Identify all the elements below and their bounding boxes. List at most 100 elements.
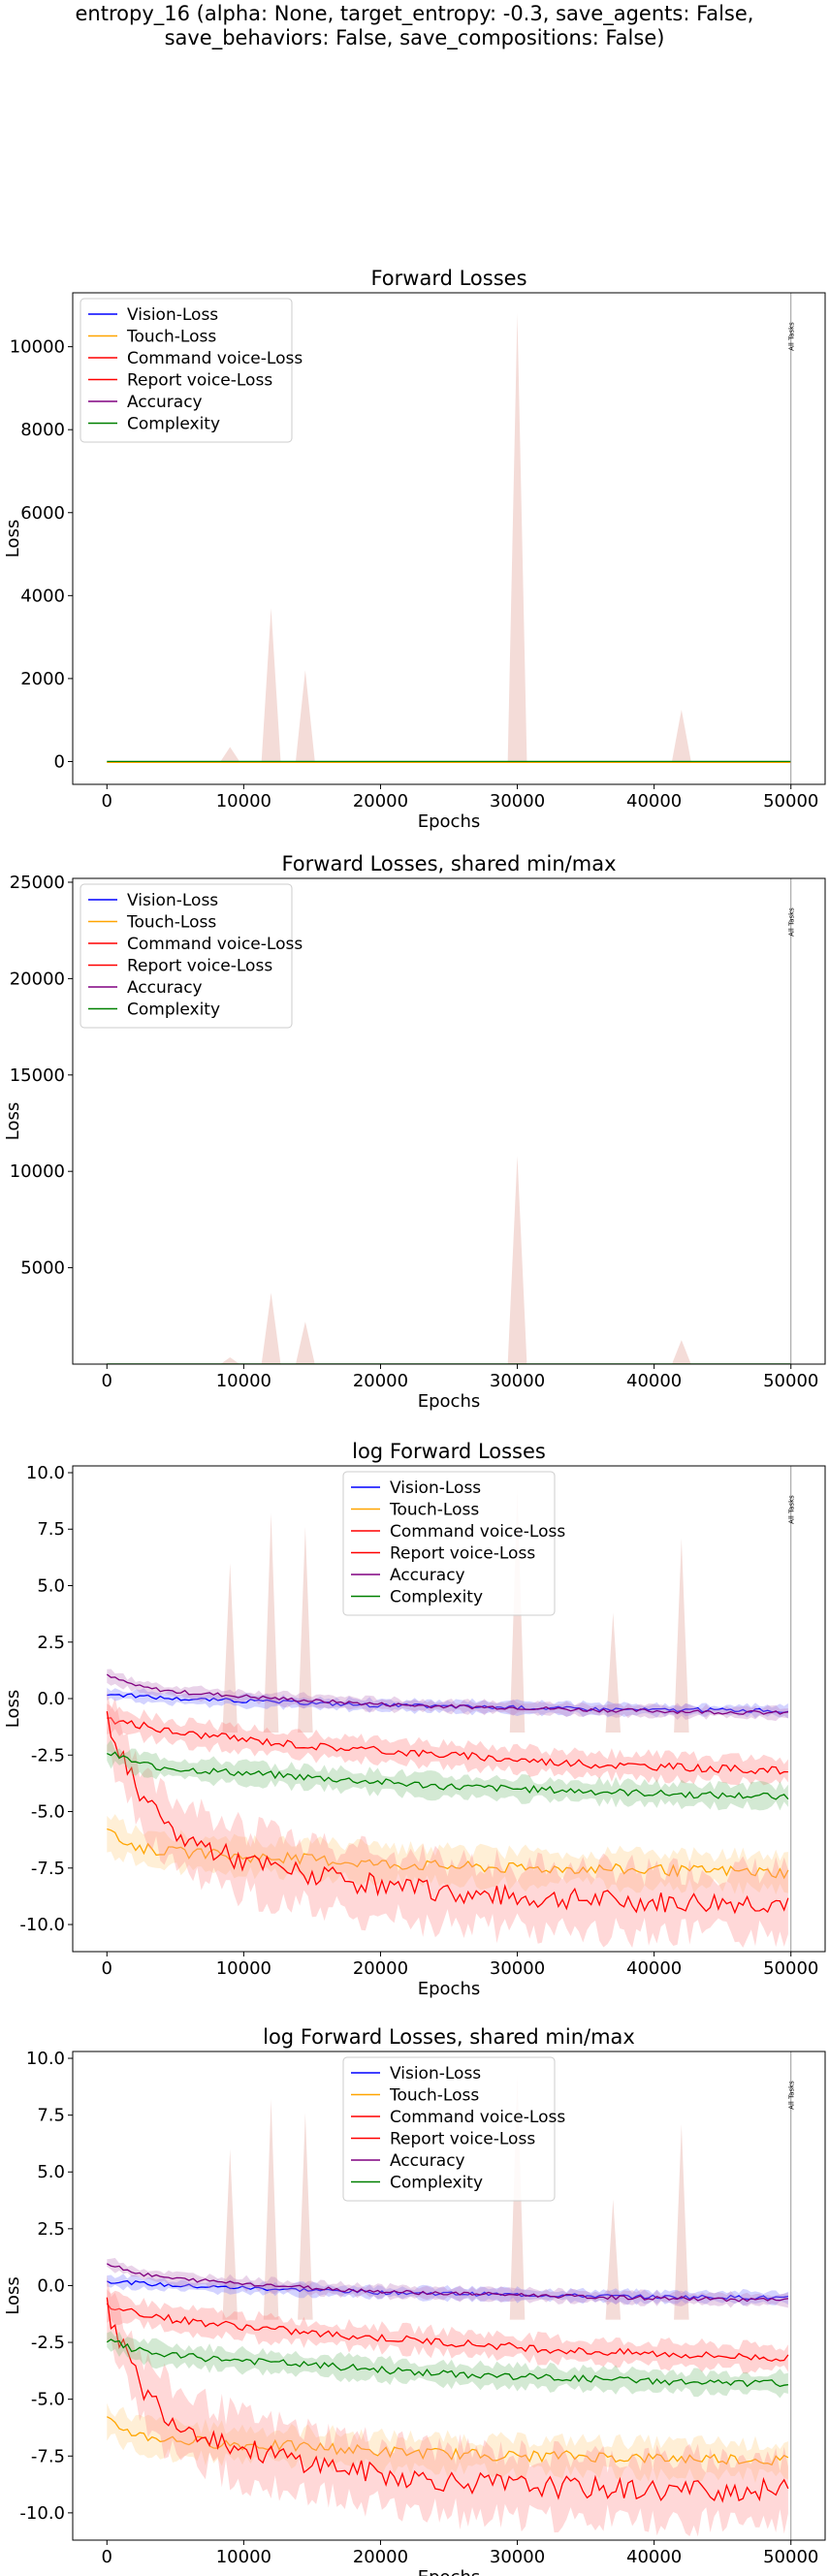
spike-3 (295, 670, 315, 762)
legend-box (80, 298, 293, 443)
figure-title-line-2: save_behaviors: False, save_compositions… (164, 26, 665, 49)
legend-entry: Command voice-Loss (127, 935, 303, 954)
plot-area (106, 1488, 789, 1948)
legend-entry: Report voice-Loss (390, 2130, 535, 2149)
spike-1 (222, 1563, 239, 1733)
chart-title: Forward Losses, shared min/max (281, 852, 616, 875)
x-tick-label: 20000 (353, 1371, 408, 1391)
chart-title: log Forward Losses (352, 1440, 546, 1463)
series-line-report-voice-loss (106, 2297, 789, 2503)
x-tick-label: 50000 (763, 1371, 818, 1391)
x-tick-label: 40000 (626, 1371, 682, 1391)
y-tick-label: 2.5 (37, 1633, 65, 1653)
legend-box (342, 2056, 556, 2202)
legend-entry: Vision-Loss (390, 1479, 481, 1498)
x-tick-label: 20000 (353, 2547, 408, 2567)
plot-area (107, 1156, 791, 1364)
y-tick-label: 8000 (20, 420, 65, 440)
legend-entry: Touch-Loss (126, 328, 216, 347)
x-tick-label: 0 (102, 1958, 112, 1979)
y-tick-label: 25000 (10, 873, 65, 893)
spike-2 (261, 608, 281, 762)
legend-entry: Report voice-Loss (390, 1544, 535, 1564)
spike-5 (605, 2199, 622, 2320)
series-band-touch-loss (107, 1814, 788, 1895)
legend-box (80, 883, 293, 1029)
y-tick-label: 0.0 (37, 1689, 65, 1709)
series-line-accuracy (106, 1673, 788, 1715)
vline-label: All Tasks (788, 2081, 796, 2110)
x-tick-label: 30000 (490, 791, 545, 811)
chart-panel-2: All Tasks 0 10000 20000 30000 40000 50000 5000 1… (3, 852, 826, 1412)
spike-2 (263, 1512, 279, 1733)
spike-1 (220, 1357, 240, 1364)
chart-panel-3: All Tasks 0 10000 20000 30000 40000 50000 -10.0… (3, 1440, 826, 1999)
y-tick-label: 0.0 (37, 2275, 65, 2296)
x-tick-label: 50000 (763, 791, 818, 811)
y-tick-label: 5.0 (37, 1576, 65, 1597)
plot-area (107, 313, 791, 763)
series-line-command-voice-loss (107, 1717, 788, 1775)
x-tick-label: 10000 (216, 1371, 271, 1391)
x-axis-label: Epochs (418, 2567, 481, 2576)
y-tick-label: 10.0 (26, 2049, 65, 2069)
legend-entry: Accuracy (127, 393, 203, 412)
spike-6 (674, 1538, 689, 1733)
x-axis-label: Epochs (418, 1391, 481, 1412)
y-tick-label: 10000 (10, 337, 65, 358)
legend-entry: Complexity (127, 415, 220, 434)
legend-entry: Complexity (390, 1588, 483, 1607)
chart-title: Forward Losses (370, 267, 526, 290)
chart-panel-1: All Tasks 0 10000 20000 30000 40000 50000 0 2000… (3, 267, 826, 832)
spike-2 (263, 2099, 279, 2320)
spike-1 (222, 2148, 239, 2320)
chart-panel-4: All Tasks 0 10000 20000 30000 40000 50000 -10.0… (3, 2025, 826, 2576)
x-tick-label: 20000 (353, 791, 408, 811)
x-tick-label: 40000 (626, 1958, 682, 1979)
series-line-vision-loss (106, 2279, 789, 2301)
vline-label: All Tasks (788, 1495, 796, 1524)
chart-title: log Forward Losses, shared min/max (263, 2025, 635, 2049)
x-tick-label: 30000 (490, 2547, 545, 2567)
y-tick-label: 7.5 (37, 1519, 65, 1540)
y-tick-label: 10000 (10, 1161, 65, 1182)
legend-entry: Report voice-Loss (127, 371, 272, 391)
y-tick-label: -2.5 (31, 1745, 65, 1765)
series-band-report-voice-loss (107, 2274, 788, 2537)
legend-entry: Command voice-Loss (127, 349, 303, 368)
legend-box (342, 1471, 556, 1616)
y-axis-label: Loss (3, 2276, 23, 2314)
x-tick-label: 30000 (490, 1958, 545, 1979)
spike-5 (605, 1612, 622, 1733)
series-line-vision-loss (107, 1693, 789, 1713)
legend-entry: Complexity (127, 1001, 220, 1020)
series-band-complexity (107, 2331, 788, 2399)
x-tick-label: 0 (102, 791, 112, 811)
y-tick-label: 5000 (20, 1258, 65, 1279)
x-tick-label: 10000 (216, 2547, 271, 2567)
y-tick-label: 0 (54, 751, 65, 772)
series-line-touch-loss (106, 2416, 789, 2466)
series-line-accuracy (106, 2263, 788, 2303)
figure-title: entropy_16 (alpha: None, target_entropy:… (0, 2, 829, 50)
x-tick-label: 10000 (216, 1958, 271, 1979)
y-tick-label: 6000 (20, 503, 65, 524)
x-tick-label: 50000 (763, 2547, 818, 2567)
vline-label: All Tasks (788, 322, 796, 351)
plot-frame (72, 1465, 826, 1953)
x-tick-label: 0 (102, 2547, 112, 2567)
series-line-complexity (107, 1751, 789, 1800)
series-line-complexity (106, 2338, 788, 2388)
legend-entry: Complexity (390, 2174, 483, 2193)
legend-entry: Vision-Loss (127, 891, 218, 910)
series-band-accuracy (107, 1669, 788, 1722)
y-tick-label: -10.0 (19, 1915, 65, 1935)
y-tick-label: 2.5 (37, 2219, 65, 2240)
spike-1 (220, 747, 240, 762)
y-tick-label: -5.0 (31, 1802, 65, 1823)
legend-entry: Accuracy (390, 1566, 465, 1585)
